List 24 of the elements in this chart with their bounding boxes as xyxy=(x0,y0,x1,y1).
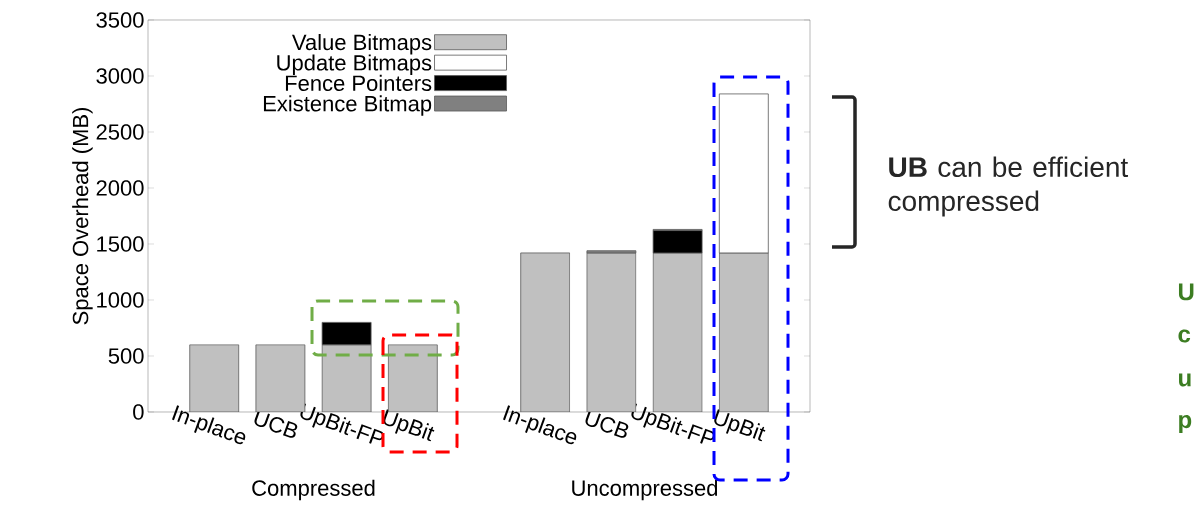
text: Uncompressed xyxy=(572,479,718,501)
x-tick-label: UCB xyxy=(585,410,629,438)
y-tick-label: 1000 xyxy=(97,292,144,308)
text: u xyxy=(1179,373,1191,387)
y-axis-title: Space Overhead (MB) xyxy=(72,107,93,325)
text: c xyxy=(1178,329,1191,343)
text: Compressed xyxy=(252,479,375,501)
legend-label: Value Bitmaps xyxy=(292,33,432,55)
y-tick-label: 2500 xyxy=(96,124,144,140)
x-tick-label: UCB xyxy=(254,410,298,438)
text: UB can be efficient compressed xyxy=(888,156,1129,217)
x-tick-label: UpBit xyxy=(383,409,435,442)
y-tick-label: 0 xyxy=(133,404,144,420)
legend-label: Fence Pointers xyxy=(285,74,432,92)
text: p xyxy=(1179,415,1192,433)
y-tick-label: 3500 xyxy=(96,12,144,28)
y-tick-label: 1500 xyxy=(97,236,144,252)
y-tick-label: 2000 xyxy=(96,180,144,196)
y-tick-label: 3000 xyxy=(96,68,144,84)
y-tick-label: 500 xyxy=(108,348,144,364)
x-tick-label: UpBit xyxy=(714,409,766,442)
legend-label: Update Bitmaps xyxy=(277,54,432,75)
legend-label: Existence Bitmap xyxy=(263,95,432,116)
text: U xyxy=(1178,283,1194,301)
